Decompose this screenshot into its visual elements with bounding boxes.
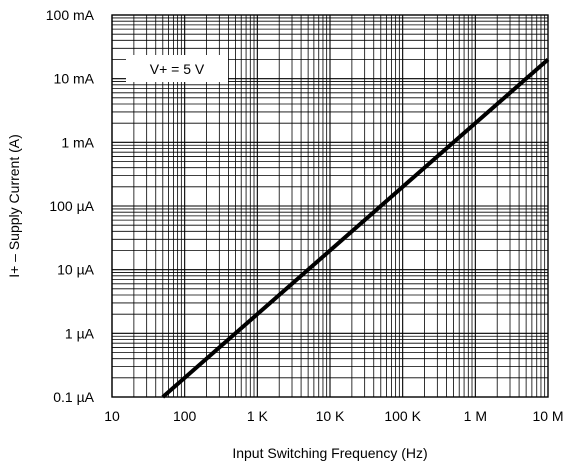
x-tick-label: 1 K	[247, 408, 269, 424]
x-tick-label: 10 K	[316, 408, 345, 424]
x-axis-ticks: 10 100 1 K 10 K 100 K 1 M 10 M	[104, 408, 563, 424]
x-tick-label: 100 K	[384, 408, 421, 424]
x-tick-label: 1 M	[464, 408, 487, 424]
y-tick-label: 100 mA	[46, 7, 95, 23]
series-layer	[161, 57, 550, 399]
annotation-text: V+ = 5 V	[150, 61, 205, 77]
plot-frame	[111, 14, 549, 398]
y-axis-label: I+ – Supply Current (A)	[6, 134, 22, 278]
y-axis-ticks: 0.1 µA 1 µA 10 µA 100 µA 1 mA 10 mA 100 mA	[46, 7, 95, 405]
y-tick-label: 100 µA	[49, 198, 94, 214]
annotation-box	[126, 55, 228, 82]
y-tick-label: 10 mA	[54, 71, 95, 87]
y-tick-label: 0.1 µA	[53, 389, 94, 405]
x-tick-label: 100	[173, 408, 197, 424]
x-tick-label: 10	[104, 408, 120, 424]
annotation-layer: V+ = 5 V	[126, 55, 228, 82]
y-tick-label: 10 µA	[57, 262, 95, 278]
x-tick-label: 10 M	[532, 408, 563, 424]
y-tick-label: 1 mA	[61, 134, 94, 150]
series-line-0	[161, 57, 550, 399]
x-axis-label: Input Switching Frequency (Hz)	[232, 445, 427, 461]
y-tick-label: 1 µA	[65, 325, 95, 341]
